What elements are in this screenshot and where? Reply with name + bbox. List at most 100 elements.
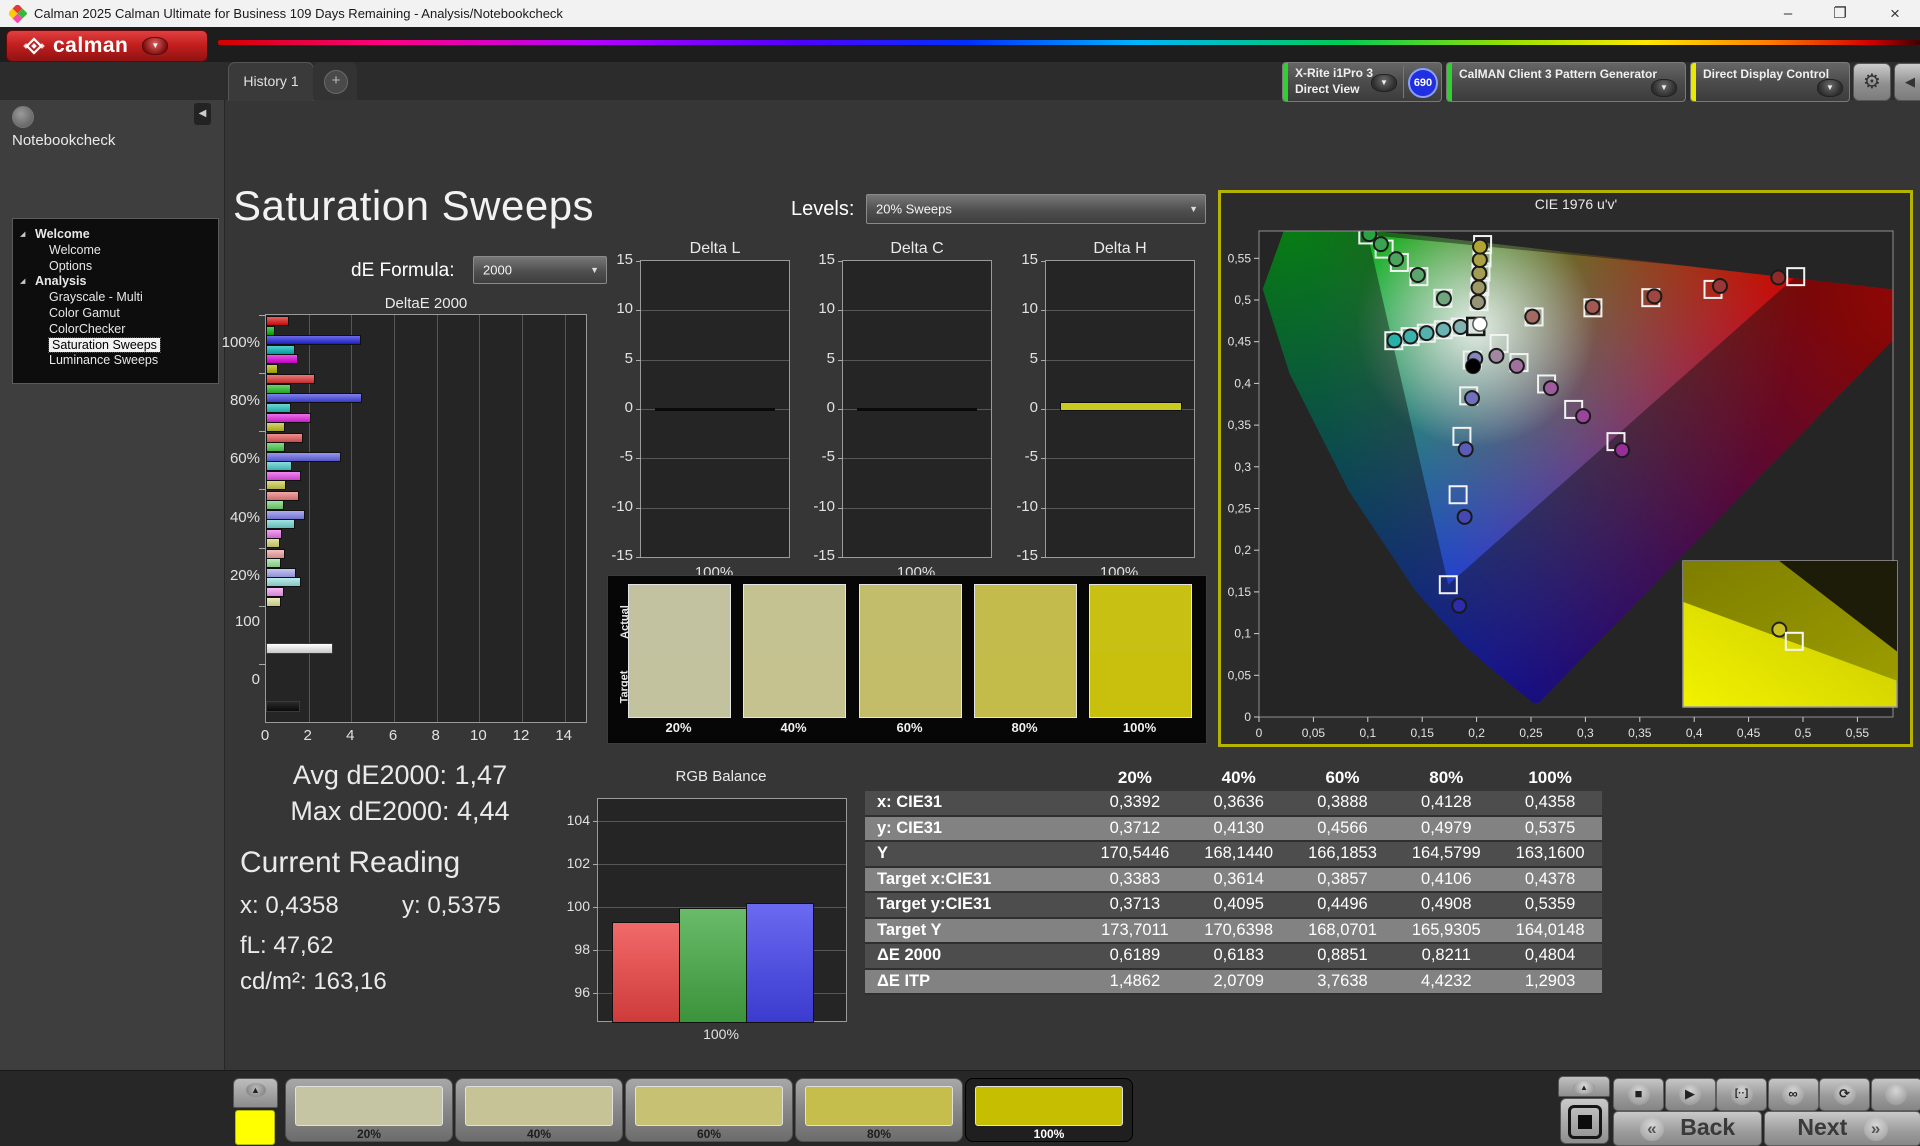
deltae-bar [266, 529, 282, 539]
minimize-button[interactable]: – [1765, 0, 1811, 27]
sidebar-item-luminance-sweeps[interactable]: Luminance Sweeps [13, 353, 213, 368]
black-measured-point [1466, 359, 1481, 374]
cell-value: 168,1440 [1187, 842, 1291, 866]
play-icon: ▶ [1679, 1083, 1701, 1105]
gridline [843, 508, 991, 509]
formula-label: dE Formula: [351, 260, 454, 282]
back-chevrons-icon: « [1640, 1117, 1664, 1141]
cie-x-tick: 0 [1256, 726, 1263, 740]
cell-value: 0,3614 [1187, 868, 1291, 892]
level-button-40%[interactable]: 40% [455, 1078, 623, 1142]
loop-button[interactable]: ∞ [1768, 1078, 1819, 1111]
back-button[interactable]: « Back [1613, 1111, 1762, 1146]
refresh-button[interactable]: ⟳ [1819, 1078, 1870, 1111]
axis-tick [636, 360, 641, 361]
range-button[interactable]: [··] [1716, 1078, 1767, 1111]
meter-badge[interactable]: 690 [1408, 68, 1438, 98]
blank-button[interactable] [1871, 1078, 1920, 1111]
collapse-panel-button[interactable]: ◀ [1894, 63, 1920, 101]
add-tab-button[interactable]: + [313, 62, 357, 100]
sidebar-item-analysis[interactable]: ◢Analysis [13, 274, 213, 289]
pattern-generator-arrow-icon: ▼ [1651, 79, 1677, 97]
chevron-up-icon: ▲ [1573, 1081, 1595, 1094]
group-label: 20% [216, 567, 260, 584]
sidebar-item-saturation-sweeps[interactable]: Saturation Sweeps [13, 338, 213, 353]
y-tick-label: 5 [793, 350, 835, 367]
chart-title: Delta L [640, 240, 790, 258]
table-header-row: 20%40%60%80%100% [865, 764, 1602, 791]
calman-menu-button[interactable]: calman ▼ [6, 30, 208, 62]
deltae-bar [266, 577, 301, 587]
gridline [598, 821, 846, 822]
axis-tick [1041, 310, 1046, 311]
actual-target-swatch-panel: ActualTarget20%40%60%80%100% [607, 575, 1207, 744]
collapse-sidebar-button[interactable]: ◀ [194, 103, 211, 125]
y-tick-label: 0 [996, 399, 1038, 416]
plot-area [842, 260, 992, 558]
cie-x-tick: 0,55 [1846, 726, 1870, 740]
level-button-100%[interactable]: 100% [965, 1078, 1133, 1142]
cell-value: 0,4804 [1498, 944, 1602, 968]
gridline [641, 310, 789, 311]
swatch-20% [628, 584, 731, 718]
window-pattern-button[interactable] [1560, 1098, 1609, 1144]
level-button-60%[interactable]: 60% [625, 1078, 793, 1142]
stop-button[interactable]: ■ [1613, 1078, 1664, 1111]
next-button[interactable]: Next » [1764, 1111, 1920, 1146]
level-button-80%[interactable]: 80% [795, 1078, 963, 1142]
axis-tick [1041, 557, 1046, 558]
actual-swatch [860, 585, 961, 651]
cell-value: 0,3857 [1291, 868, 1395, 892]
deltae-bar [266, 597, 281, 607]
y-tick-label: 15 [996, 251, 1038, 268]
level-button-20%[interactable]: 20% [285, 1078, 453, 1142]
row-label: Target x:CIE31 [865, 868, 1083, 892]
level-swatch [635, 1086, 783, 1126]
cie-x-tick: 0,2 [1468, 726, 1485, 740]
display-control-dropdown[interactable]: Direct Display Control ▼ [1690, 62, 1850, 102]
current-reading-heading: Current Reading [240, 846, 460, 880]
swatch-label: 80% [974, 720, 1075, 735]
sidebar-item-colorchecker[interactable]: ColorChecker [13, 322, 213, 337]
tab-history-1[interactable]: History 1 [228, 62, 314, 101]
sidebar-item-welcome[interactable]: ◢Welcome [13, 227, 213, 242]
rgb-bar-blue [746, 903, 814, 1023]
sidebar-item-options[interactable]: Options [13, 259, 213, 274]
app-icon [9, 5, 27, 23]
formula-dropdown[interactable]: 2000 ▼ [473, 256, 607, 284]
restore-button[interactable]: ❐ [1817, 0, 1863, 27]
axis-tick [636, 409, 641, 410]
axis-tick [259, 548, 266, 549]
swatch-100% [1089, 584, 1192, 718]
sidebar-item-grayscale-multi[interactable]: Grayscale - Multi [13, 290, 213, 305]
close-button[interactable]: × [1872, 0, 1918, 27]
sidebar-item-welcome[interactable]: Welcome [13, 243, 213, 258]
play-button[interactable]: ▶ [1665, 1078, 1716, 1111]
transport-popup-button[interactable]: ▲ [1558, 1076, 1610, 1097]
pattern-popup-button[interactable]: ▲ [233, 1078, 278, 1108]
loop-icon: ∞ [1782, 1083, 1804, 1105]
current-x: x: 0,4358 [240, 892, 339, 920]
page-title: Saturation Sweeps [233, 182, 594, 230]
tree-item-label: Options [49, 259, 92, 273]
measured-point-red [1586, 300, 1600, 314]
pattern-generator-dropdown[interactable]: CalMAN Client 3 Pattern Generator ▼ [1446, 62, 1686, 102]
axis-tick [259, 489, 266, 490]
sidebar-item-color-gamut[interactable]: Color Gamut [13, 306, 213, 321]
current-pattern-swatch[interactable] [235, 1110, 275, 1145]
workflow-options-button[interactable] [12, 106, 34, 128]
cell-value: 165,9305 [1394, 919, 1498, 943]
axis-tick [259, 315, 266, 316]
deltae-bar [266, 354, 298, 364]
meter-dropdown[interactable]: X-Rite i1Pro 3 Direct View ▼ 690 [1282, 62, 1442, 102]
y-tick-label: -15 [996, 547, 1038, 564]
y-tick-label: 10 [591, 300, 633, 317]
settings-button[interactable]: ⚙ [1853, 63, 1891, 101]
cell-value: 0,8851 [1291, 944, 1395, 968]
chevron-down-icon: ▼ [1189, 204, 1198, 214]
levels-value: 20% Sweeps [876, 202, 952, 217]
level-label: 60% [626, 1127, 792, 1141]
axis-tick [593, 821, 598, 822]
current-cdm2: cd/m²: 163,16 [240, 968, 387, 996]
levels-dropdown[interactable]: 20% Sweeps ▼ [866, 194, 1206, 224]
